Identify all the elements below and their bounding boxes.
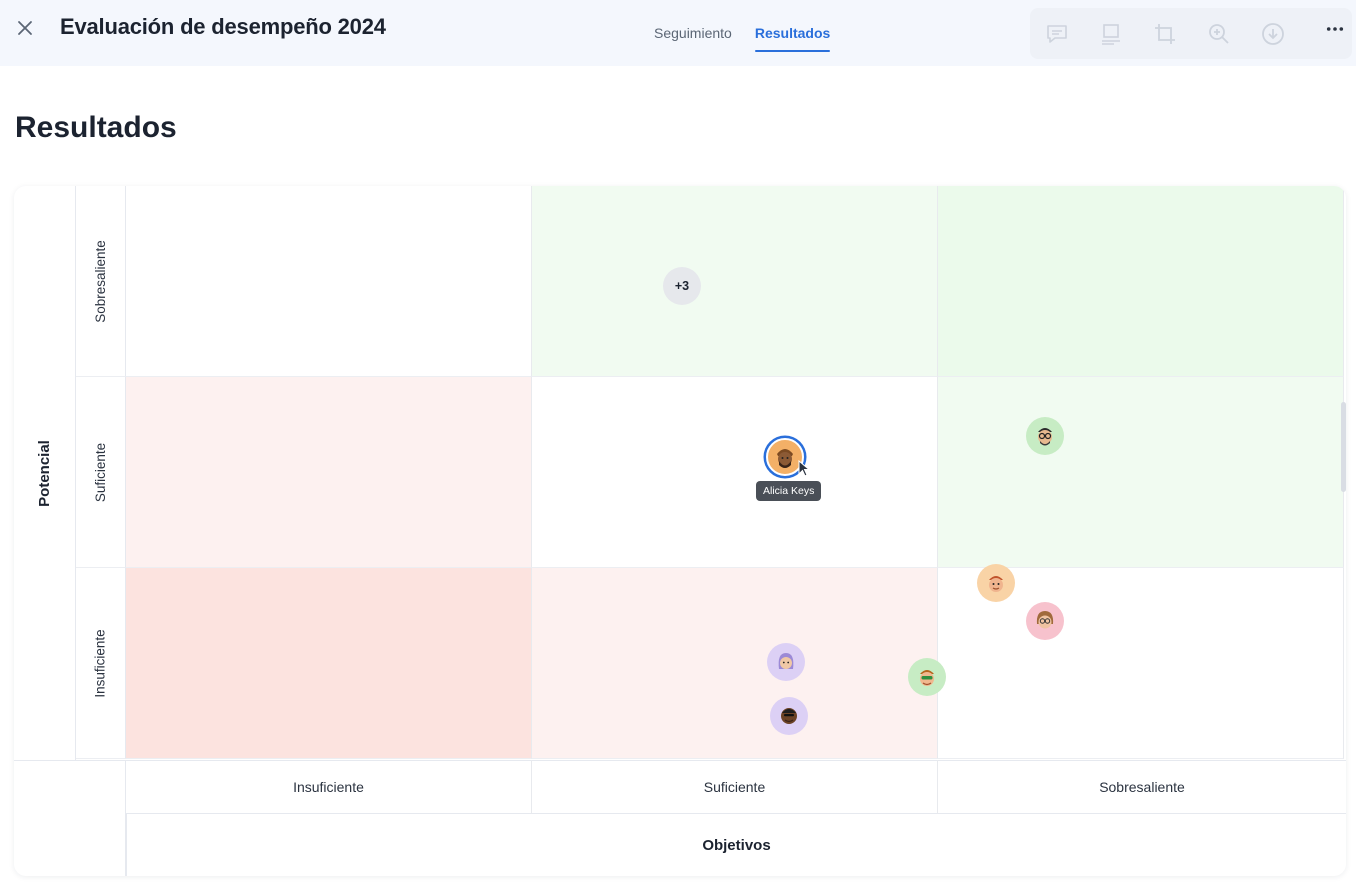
x-axis-title: Objetivos xyxy=(126,814,1346,876)
matrix-cell[interactable] xyxy=(126,568,532,759)
memoji-icon xyxy=(777,449,793,468)
avatar-person[interactable] xyxy=(770,697,808,735)
matrix-cell[interactable] xyxy=(126,186,532,377)
matrix-cell[interactable] xyxy=(938,568,1344,759)
memoji-icon xyxy=(920,670,934,686)
close-icon[interactable] xyxy=(14,17,36,39)
column-label-sobresaliente: Sobresaliente xyxy=(938,760,1346,814)
avatar-person[interactable] xyxy=(1026,602,1064,640)
column-label-suficiente: Suficiente xyxy=(532,760,938,814)
more-horizontal-icon[interactable] xyxy=(1322,18,1348,40)
axis-corner xyxy=(14,760,126,876)
avatar-tooltip: Alicia Keys xyxy=(756,481,822,501)
column-label-insuficiente: Insuficiente xyxy=(126,760,532,814)
avatar-person[interactable] xyxy=(977,564,1015,602)
memoji-icon xyxy=(1038,428,1052,446)
toolbar xyxy=(1030,8,1352,59)
y-axis-title: Potencial xyxy=(14,186,76,760)
overflow-count-badge[interactable]: +3 xyxy=(663,267,701,305)
nine-box-matrix: Potencial Sobresaliente Suficiente Insuf… xyxy=(14,186,1346,876)
matrix-cell[interactable] xyxy=(938,186,1344,377)
row-label-suficiente: Suficiente xyxy=(76,377,126,568)
matrix-cell[interactable] xyxy=(532,377,938,568)
matrix-cell[interactable] xyxy=(938,377,1344,568)
avatar-person[interactable] xyxy=(767,643,805,681)
row-label-sobresaliente: Sobresaliente xyxy=(76,186,126,377)
top-bar: Evaluación de desempeño 2024 Seguimiento… xyxy=(0,0,1356,66)
download-icon[interactable] xyxy=(1246,8,1300,59)
section-title: Resultados xyxy=(15,111,177,144)
avatar-person[interactable] xyxy=(908,658,946,696)
memoji-icon xyxy=(989,576,1003,592)
sidebar-layout-icon[interactable] xyxy=(1084,8,1138,59)
crop-icon[interactable] xyxy=(1138,8,1192,59)
scrollbar[interactable] xyxy=(1341,402,1346,492)
comment-icon[interactable] xyxy=(1030,8,1084,59)
matrix-cell[interactable] xyxy=(532,568,938,759)
divider xyxy=(14,760,1346,761)
page-header-title: Evaluación de desempeño 2024 xyxy=(60,14,386,39)
avatar-person[interactable] xyxy=(1026,417,1064,455)
memoji-icon xyxy=(781,708,797,724)
avatar-selected-person[interactable] xyxy=(766,438,804,476)
memoji-icon xyxy=(1036,611,1054,629)
memoji-icon xyxy=(778,653,794,669)
matrix-cell[interactable] xyxy=(532,186,938,377)
mouse-cursor-icon xyxy=(798,460,811,477)
zoom-in-icon[interactable] xyxy=(1192,8,1246,59)
row-label-insuficiente: Insuficiente xyxy=(76,568,126,759)
tab-bar: Seguimiento Resultados xyxy=(654,0,831,66)
tab-resultados[interactable]: Resultados xyxy=(754,0,831,52)
tab-seguimiento[interactable]: Seguimiento xyxy=(654,25,732,41)
matrix-cell[interactable] xyxy=(126,377,532,568)
